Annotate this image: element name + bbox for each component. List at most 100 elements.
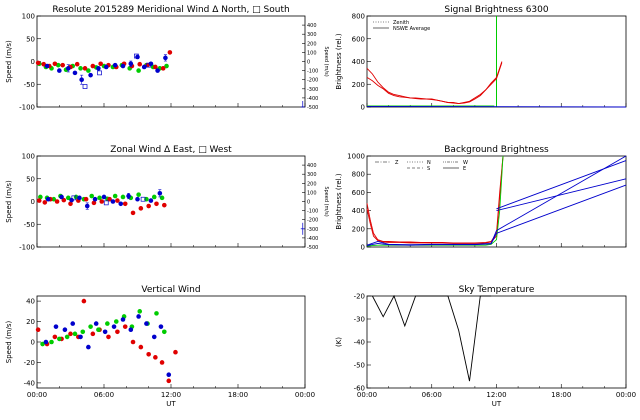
meridional-series-2-point [155, 68, 160, 73]
skytemp-xtick-label: 00:00 [616, 391, 636, 399]
vertical-series-1-point [72, 331, 78, 337]
zonal-series-0-point [136, 192, 141, 197]
zonal-series-1-point [42, 200, 48, 205]
skytemp-ytick-label: -50 [354, 362, 365, 370]
meridional-series-0-point [136, 68, 141, 73]
skytemp-ylabel: (K) [335, 337, 343, 347]
zonal-series-1-point [99, 199, 105, 204]
meridional-series-2-point [72, 70, 78, 76]
signal-ytick-label: 400 [352, 58, 365, 66]
vertical-series-0-point [138, 344, 144, 350]
skytemp-series-0-line [372, 294, 492, 382]
meridional-series-2-point [88, 72, 93, 78]
zonal-series-2-point [101, 194, 107, 200]
meridional-series-0-point [78, 66, 83, 71]
zonal-series-2-point [148, 198, 154, 203]
vertical-series-2-point [53, 324, 59, 329]
zonal-series-1-point [36, 198, 42, 203]
vertical-series-1-point [162, 329, 167, 335]
background-ytick-label: 200 [352, 225, 365, 233]
skytemp-ytick-label: -60 [354, 385, 365, 393]
skytemp-xlabel: UT [492, 400, 502, 408]
vertical-series-0-point [52, 334, 58, 340]
skytemp-ytick-label: -40 [354, 339, 365, 347]
background-ylabel: Brightness (rel.) [335, 173, 343, 229]
meridional-series-1-point [153, 64, 158, 70]
zonal-series-0-point [89, 193, 95, 199]
zonal-ytick-right-label: 300 [307, 172, 317, 178]
zonal-series-1-point [54, 199, 60, 204]
zonal-series-1-point [107, 196, 112, 202]
zonal-series-1-point [138, 206, 144, 211]
zonal-series-0-point [159, 195, 165, 201]
zonal-series-0-point [120, 194, 126, 200]
vertical-series-1-point [137, 309, 143, 314]
vertical-series-0-point [122, 324, 128, 329]
signal-series-3-line [366, 105, 627, 108]
meridional-ytick-right-label: 100 [307, 50, 317, 56]
background-ytick-label: 1000 [347, 153, 365, 161]
vertical-series-0-point [35, 327, 41, 333]
meridional-ylabel: Speed (m/s) [5, 40, 13, 83]
meridional-ytick-right-label: -400 [307, 96, 318, 102]
meridional-ytick-label: 50 [26, 35, 35, 43]
background-legend-label: Z [395, 160, 399, 166]
zonal-series-2-point [45, 196, 51, 202]
meridional-series-2-point [57, 68, 62, 73]
skytemp-panel [366, 294, 627, 389]
zonal-open-square [140, 196, 146, 202]
vertical-series-0-point [166, 378, 172, 384]
vertical-series-2-point [43, 339, 49, 345]
zonal-ytick-right-label: -200 [307, 218, 318, 224]
vertical-xtick-label: 00:00 [27, 391, 47, 399]
vertical-ytick-label: 40 [26, 298, 35, 306]
vertical-xtick-label: 06:00 [94, 391, 114, 399]
meridional-series-1-point [52, 61, 58, 67]
vertical-series-2-point [144, 321, 149, 326]
zonal-series-1-point [130, 210, 136, 216]
vertical-series-1-point [57, 336, 62, 342]
skytemp-xtick-label: 12:00 [486, 391, 506, 399]
skytemp-frame [366, 295, 627, 389]
skytemp-title: Sky Temperature [459, 285, 535, 295]
zonal-series-0-point [112, 193, 118, 199]
signal-ytick-label: 200 [352, 81, 365, 89]
zonal-series-2-point [92, 196, 98, 202]
meridional-panel [35, 15, 306, 108]
background-series-2-line [366, 155, 504, 247]
zonal-series-2-point [135, 196, 140, 202]
meridional-open-square [134, 53, 139, 59]
meridional-ytick-right-label: 400 [307, 23, 317, 29]
zonal-ytick-label: -100 [19, 244, 35, 252]
vertical-ytick-label: -20 [24, 359, 35, 367]
zonal-ylabel-right: Speed (m/s) [323, 186, 329, 216]
zonal-series-2-point [59, 194, 64, 200]
zonal-series-1-point [162, 202, 167, 208]
vertical-series-0-point [146, 351, 151, 357]
background-ytick-label: 600 [352, 189, 365, 197]
vertical-series-0-point [90, 331, 96, 337]
vertical-series-1-point [40, 341, 45, 347]
vertical-xtick-label: 12:00 [161, 391, 181, 399]
meridional-series-1-point [60, 62, 65, 68]
vertical-xtick-label: 18:00 [228, 391, 248, 399]
vertical-series-2-point [120, 317, 126, 322]
zonal-ytick-right-label: 200 [307, 181, 317, 187]
zonal-ytick-right-label: 100 [307, 190, 317, 196]
vertical-series-2-point [166, 372, 172, 378]
zonal-series-1-point [68, 201, 73, 207]
signal-series-0-line [366, 62, 503, 105]
skytemp-ytick-label: -20 [354, 293, 365, 301]
zonal-ytick-label: 100 [22, 153, 35, 161]
meridional-ylabel-right: Speed (m/s) [323, 46, 329, 76]
meridional-series-1-point [82, 66, 88, 71]
zonal-series-1-point [122, 201, 128, 207]
zonal-series-1-point [146, 203, 151, 209]
zonal-title: Zonal Wind Δ East, □ West [110, 145, 232, 155]
vertical-ylabel: Speed (m/s) [5, 321, 13, 364]
meridional-frame [36, 15, 306, 108]
meridional-series-1-point [137, 61, 143, 67]
meridional-open-square [146, 62, 152, 68]
vertical-series-0-point [173, 349, 178, 355]
